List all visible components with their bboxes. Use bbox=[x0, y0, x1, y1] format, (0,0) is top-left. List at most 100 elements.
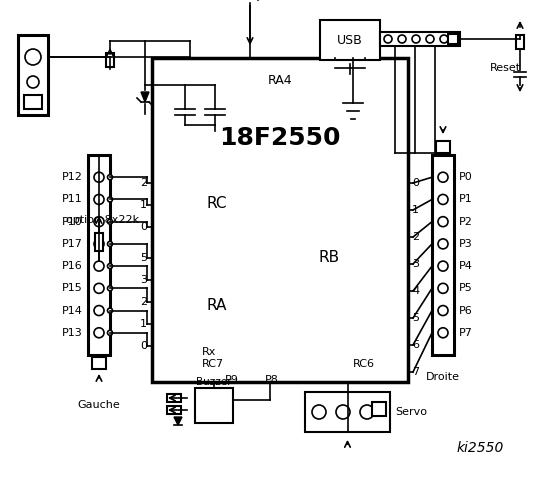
Circle shape bbox=[438, 306, 448, 315]
Circle shape bbox=[438, 328, 448, 338]
Circle shape bbox=[94, 239, 104, 249]
Text: P0: P0 bbox=[459, 172, 473, 182]
Text: P2: P2 bbox=[459, 216, 473, 227]
Text: USB: USB bbox=[337, 34, 363, 47]
Circle shape bbox=[94, 283, 104, 293]
Bar bbox=[92, 357, 106, 369]
Circle shape bbox=[384, 35, 392, 43]
Text: RA: RA bbox=[207, 299, 227, 313]
Text: P7: P7 bbox=[459, 328, 473, 338]
Text: 0: 0 bbox=[140, 341, 147, 351]
Text: RC6: RC6 bbox=[353, 359, 375, 369]
Polygon shape bbox=[174, 417, 182, 425]
Text: 0: 0 bbox=[412, 178, 419, 188]
Text: Gauche: Gauche bbox=[77, 400, 121, 410]
Text: 5: 5 bbox=[412, 313, 419, 323]
Circle shape bbox=[107, 264, 112, 269]
Text: P13: P13 bbox=[62, 328, 83, 338]
Bar bbox=[305, 392, 390, 432]
Bar bbox=[88, 155, 110, 355]
Circle shape bbox=[94, 216, 104, 227]
Text: P1: P1 bbox=[459, 194, 473, 204]
Text: 0: 0 bbox=[140, 222, 147, 232]
Circle shape bbox=[107, 175, 112, 180]
Text: 2: 2 bbox=[140, 178, 147, 188]
Text: P11: P11 bbox=[62, 194, 83, 204]
Text: 2: 2 bbox=[412, 232, 419, 242]
Bar bbox=[432, 155, 454, 355]
Circle shape bbox=[94, 261, 104, 271]
Circle shape bbox=[438, 261, 448, 271]
Circle shape bbox=[438, 216, 448, 227]
Circle shape bbox=[107, 286, 112, 291]
Circle shape bbox=[94, 194, 104, 204]
Circle shape bbox=[412, 35, 420, 43]
Text: P9: P9 bbox=[225, 375, 239, 385]
Text: 7: 7 bbox=[412, 367, 419, 377]
Bar bbox=[106, 53, 114, 67]
Text: 2: 2 bbox=[140, 297, 147, 307]
Circle shape bbox=[94, 172, 104, 182]
Circle shape bbox=[312, 405, 326, 419]
Text: Servo: Servo bbox=[395, 407, 427, 417]
Circle shape bbox=[94, 306, 104, 315]
Bar bbox=[448, 34, 458, 44]
Text: Reset: Reset bbox=[490, 63, 521, 73]
Bar bbox=[516, 35, 524, 49]
Bar bbox=[436, 141, 450, 153]
Circle shape bbox=[360, 405, 374, 419]
Circle shape bbox=[25, 49, 41, 65]
Bar bbox=[152, 58, 408, 382]
Text: 3: 3 bbox=[412, 259, 419, 269]
Text: P12: P12 bbox=[62, 172, 83, 182]
Text: 1: 1 bbox=[140, 319, 147, 329]
Text: RB: RB bbox=[319, 251, 340, 265]
Circle shape bbox=[438, 194, 448, 204]
Text: 1: 1 bbox=[140, 200, 147, 210]
Circle shape bbox=[398, 35, 406, 43]
Text: P6: P6 bbox=[459, 306, 473, 315]
Text: ki2550: ki2550 bbox=[456, 441, 504, 455]
Circle shape bbox=[426, 35, 434, 43]
Text: P17: P17 bbox=[62, 239, 83, 249]
Polygon shape bbox=[141, 92, 149, 102]
Circle shape bbox=[107, 241, 112, 246]
Text: P4: P4 bbox=[459, 261, 473, 271]
Text: RC: RC bbox=[207, 195, 227, 211]
Text: 18F2550: 18F2550 bbox=[219, 126, 341, 150]
Circle shape bbox=[438, 172, 448, 182]
Text: Rx: Rx bbox=[202, 347, 216, 357]
Bar bbox=[380, 32, 460, 46]
Text: RA4: RA4 bbox=[268, 73, 293, 86]
Circle shape bbox=[438, 239, 448, 249]
Circle shape bbox=[438, 283, 448, 293]
Circle shape bbox=[107, 330, 112, 335]
Text: 5: 5 bbox=[140, 253, 147, 263]
Text: 1: 1 bbox=[412, 205, 419, 215]
Text: Buzzer: Buzzer bbox=[196, 377, 232, 387]
Bar bbox=[320, 20, 380, 60]
Bar bbox=[372, 402, 386, 416]
Bar bbox=[18, 35, 48, 115]
Text: 3: 3 bbox=[140, 275, 147, 285]
Text: P14: P14 bbox=[62, 306, 83, 315]
Circle shape bbox=[27, 76, 39, 88]
Circle shape bbox=[336, 405, 350, 419]
Circle shape bbox=[107, 219, 112, 224]
Circle shape bbox=[107, 197, 112, 202]
Text: option 8x22k: option 8x22k bbox=[66, 215, 139, 225]
Text: P3: P3 bbox=[459, 239, 473, 249]
Bar bbox=[24, 95, 42, 109]
Circle shape bbox=[94, 328, 104, 338]
Text: 6: 6 bbox=[412, 340, 419, 350]
Text: 4: 4 bbox=[412, 286, 419, 296]
Circle shape bbox=[440, 35, 448, 43]
Text: P10: P10 bbox=[62, 216, 83, 227]
Circle shape bbox=[107, 308, 112, 313]
Bar bbox=[195, 388, 233, 423]
Bar bbox=[167, 406, 181, 414]
Text: P15: P15 bbox=[62, 283, 83, 293]
Text: Droite: Droite bbox=[426, 372, 460, 382]
Text: P8: P8 bbox=[265, 375, 279, 385]
Text: P16: P16 bbox=[62, 261, 83, 271]
